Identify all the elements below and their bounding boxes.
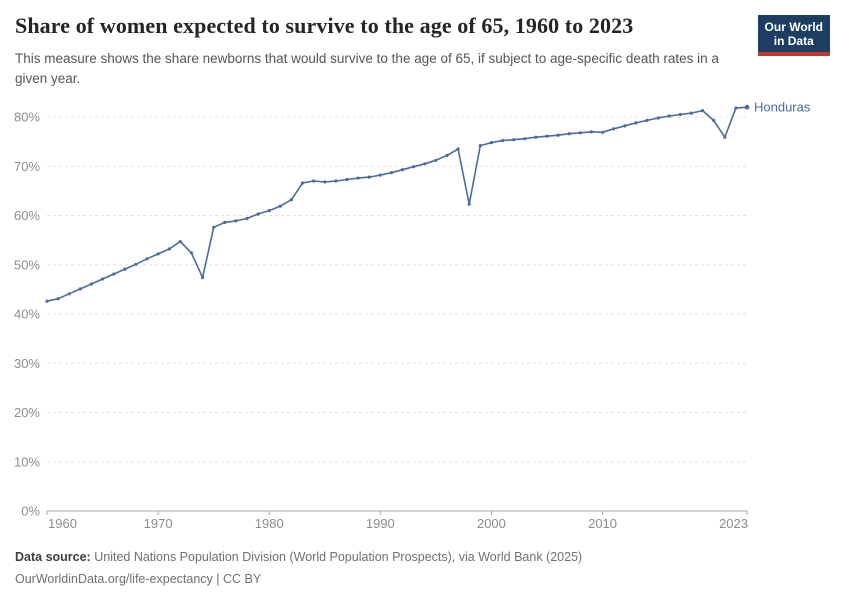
data-point <box>512 138 516 142</box>
data-point <box>389 171 393 175</box>
data-point <box>623 124 627 128</box>
data-point <box>89 282 93 286</box>
x-tick-label: 1960 <box>48 516 77 531</box>
chart-title: Share of women expected to survive to th… <box>15 13 634 38</box>
data-point <box>744 104 750 110</box>
x-tick-label: 1980 <box>255 516 284 531</box>
y-tick-label: 10% <box>14 454 40 469</box>
data-point <box>312 179 316 183</box>
data-point <box>445 153 449 157</box>
data-point <box>523 137 527 141</box>
x-tick-label: 2023 <box>719 516 748 531</box>
data-point <box>423 162 427 166</box>
data-point <box>278 204 282 208</box>
data-point <box>578 131 582 135</box>
data-point <box>556 133 560 137</box>
y-tick-label: 60% <box>14 208 40 223</box>
y-tick-label: 50% <box>14 257 40 272</box>
owid-logo-line2: in Data <box>773 34 814 48</box>
data-point <box>78 287 82 291</box>
line-chart: 0% 10% 20% 30% 40% 50% 60% 70% 80% 1960 1970 1980 19… <box>14 100 811 531</box>
data-point <box>223 220 227 224</box>
data-point <box>145 257 149 261</box>
footer-separator: | <box>216 572 220 586</box>
y-tick-label: 40% <box>14 307 40 322</box>
data-point <box>334 179 338 183</box>
data-point <box>534 135 538 139</box>
data-point <box>123 267 127 271</box>
data-point <box>545 134 549 138</box>
data-point <box>134 262 138 266</box>
data-point <box>601 130 605 134</box>
data-point <box>734 106 738 110</box>
y-tick-label: 70% <box>14 159 40 174</box>
data-point <box>656 116 660 120</box>
data-point <box>67 292 71 296</box>
data-point <box>489 141 493 145</box>
chart-subtitle: This measure shows the share newborns th… <box>15 51 719 86</box>
data-source-label: Data source: <box>15 550 91 564</box>
data-point <box>723 135 727 139</box>
data-line <box>46 106 748 302</box>
data-point <box>212 225 216 229</box>
data-point <box>478 144 482 148</box>
owid-logo-line1: Our World <box>764 20 823 34</box>
data-point <box>201 276 205 280</box>
y-tick-label: 80% <box>14 110 40 125</box>
data-point <box>645 118 649 122</box>
y-tick-label: 30% <box>14 356 40 371</box>
data-point <box>178 240 182 244</box>
data-point <box>112 272 116 276</box>
data-point <box>678 112 682 117</box>
x-tick-label: 1990 <box>366 516 395 531</box>
owid-logo: Our World in Data <box>757 15 830 56</box>
data-point <box>434 158 438 162</box>
license-label: CC BY <box>223 572 262 586</box>
data-point <box>467 202 471 206</box>
data-point <box>412 165 416 169</box>
data-point <box>689 111 694 115</box>
x-tick-label: 2000 <box>477 516 506 531</box>
data-point <box>245 216 249 221</box>
data-point <box>156 252 160 256</box>
y-tick-label: 20% <box>14 405 40 420</box>
data-point <box>301 181 305 185</box>
license-line: OurWorldinData.org/life-expectancy | CC … <box>15 568 582 590</box>
data-point <box>401 168 405 172</box>
data-point <box>234 219 238 223</box>
data-point <box>667 114 671 118</box>
data-point <box>456 147 460 151</box>
data-point <box>256 212 260 216</box>
data-point <box>712 118 716 122</box>
data-point <box>101 277 105 281</box>
x-tick-label: 2010 <box>588 516 617 531</box>
data-point <box>56 297 60 301</box>
y-tick-label: 0% <box>21 504 40 519</box>
chart-footer: Data source: United Nations Population D… <box>15 546 582 590</box>
data-point <box>634 121 638 125</box>
data-point <box>612 127 616 131</box>
data-point <box>567 132 571 136</box>
data-point <box>45 299 49 303</box>
entity-label: Honduras <box>754 100 811 115</box>
data-point <box>167 247 171 251</box>
data-point <box>589 130 594 134</box>
data-point <box>356 176 360 180</box>
data-point <box>367 175 371 179</box>
data-point <box>345 177 349 182</box>
data-point <box>323 180 327 184</box>
data-point <box>501 139 505 143</box>
data-point <box>189 251 193 255</box>
data-point <box>267 209 271 213</box>
data-source-text: United Nations Population Division (Worl… <box>94 550 583 564</box>
footer-url[interactable]: OurWorldinData.org/life-expectancy <box>15 572 213 586</box>
x-tick-label: 1970 <box>144 516 173 531</box>
data-point <box>289 198 293 202</box>
data-point <box>378 173 382 177</box>
data-source-line: Data source: United Nations Population D… <box>15 546 582 568</box>
data-point <box>701 109 705 113</box>
